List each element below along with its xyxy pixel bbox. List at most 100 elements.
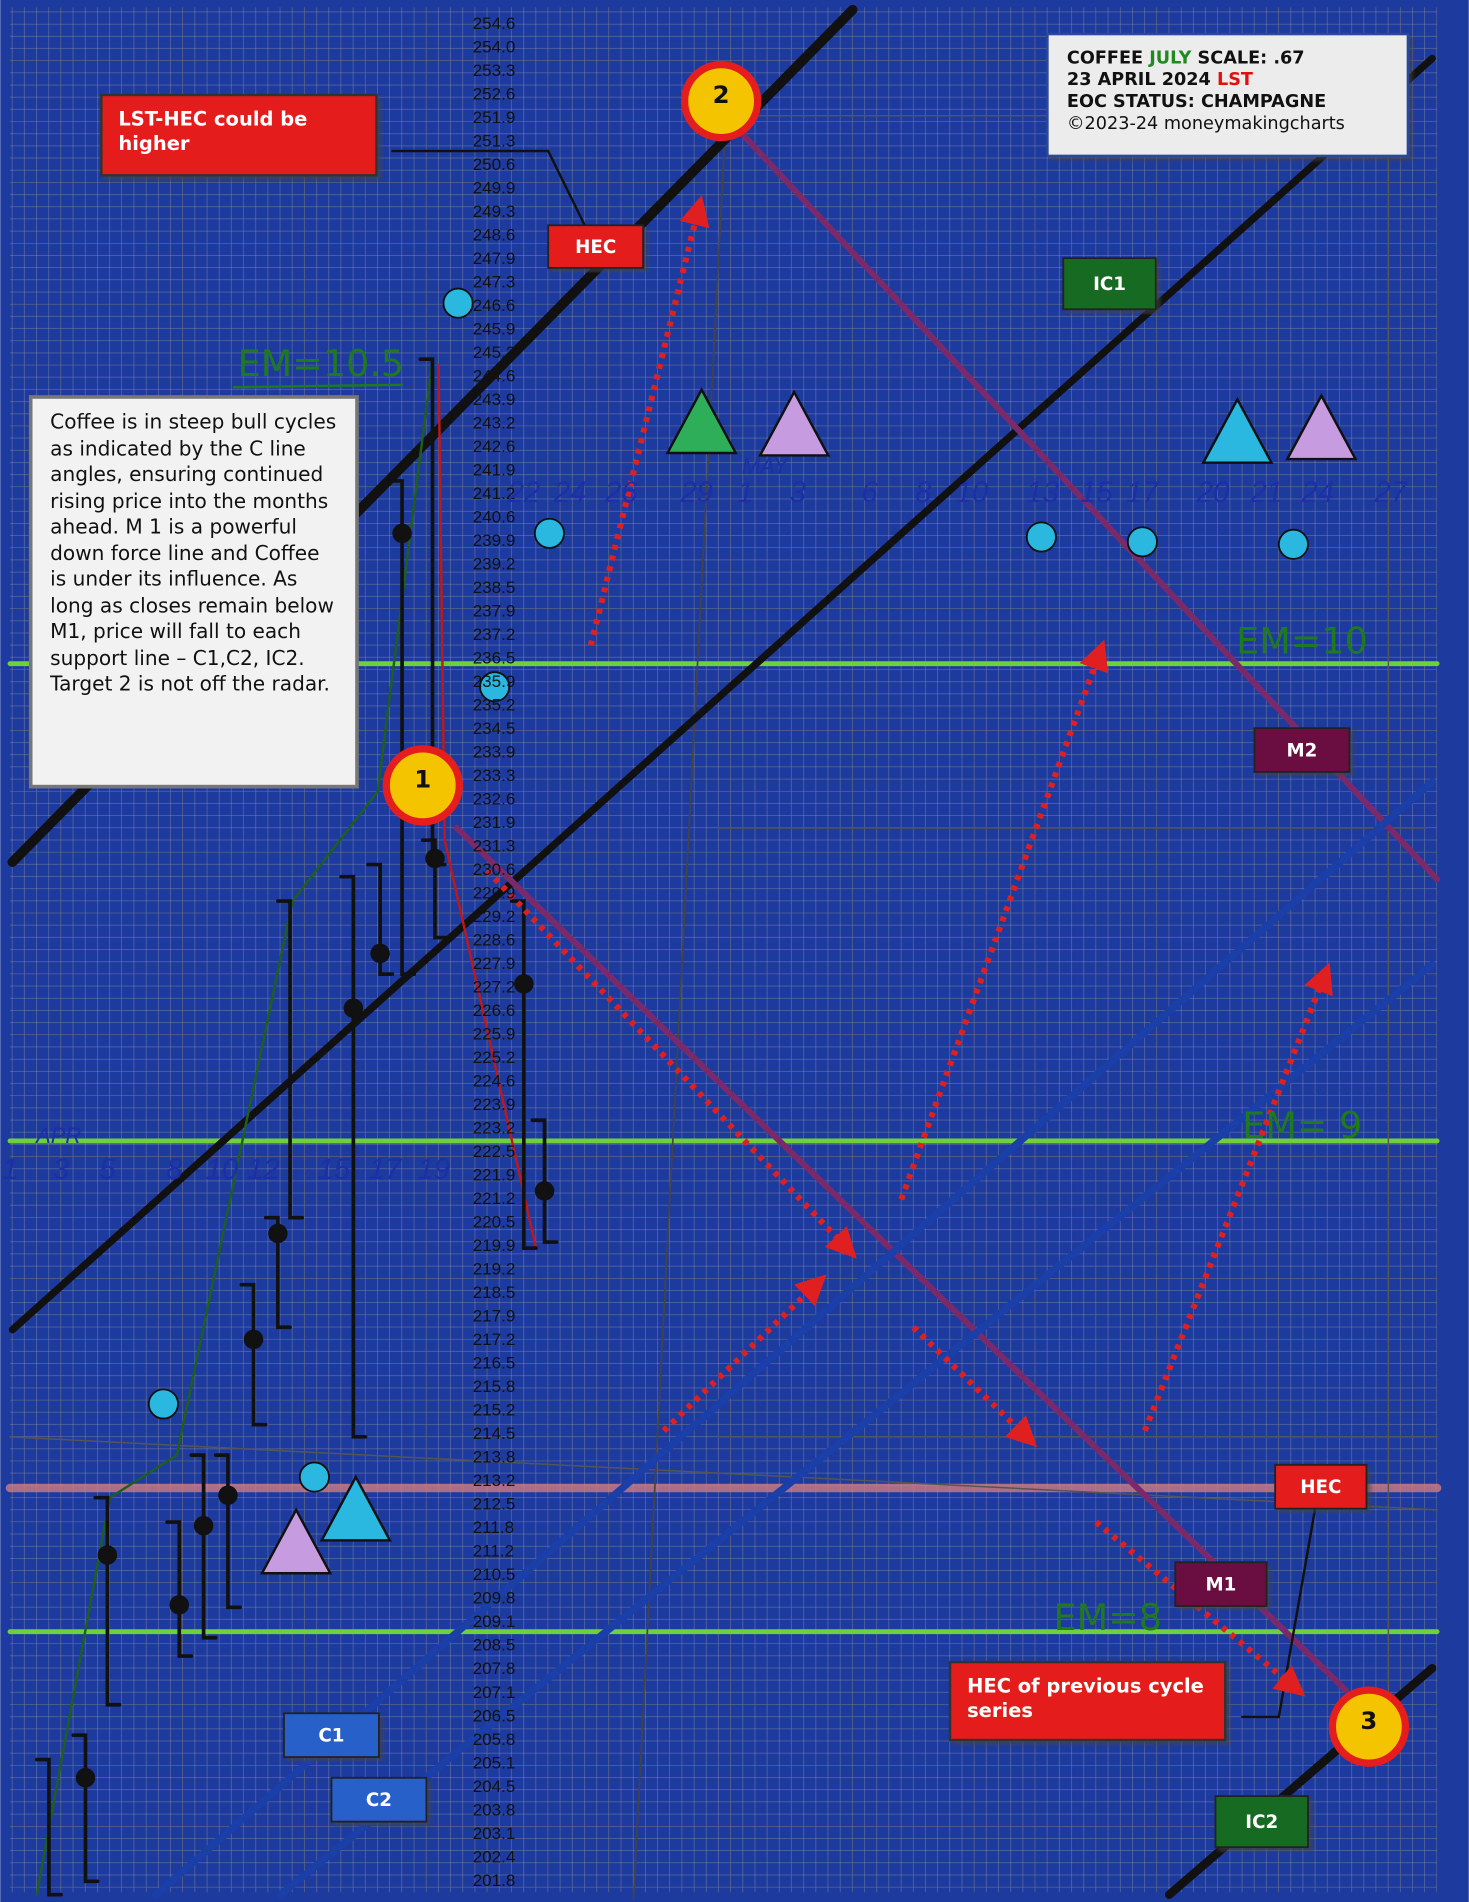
line-label-text: IC1 <box>1093 274 1126 295</box>
price-label: 251.3 <box>473 131 516 150</box>
callout-text: LST-HEC could be higher <box>101 95 376 175</box>
price-label: 235.2 <box>473 696 516 715</box>
close-dot <box>218 1486 237 1505</box>
callout-text: HEC of previous cycle series <box>950 1662 1225 1740</box>
price-label: 239.9 <box>473 531 516 550</box>
date-label: 15 <box>318 1154 351 1186</box>
date-label: 24 <box>553 477 587 509</box>
close-dot <box>344 998 363 1017</box>
target-label: 2 <box>713 80 730 109</box>
price-label: 208.5 <box>473 1636 516 1655</box>
price-label: 239.2 <box>473 554 516 573</box>
close-dot <box>170 1595 189 1614</box>
price-label: 231.3 <box>473 837 516 856</box>
price-label: 243.2 <box>473 413 516 432</box>
date-label: 13 <box>1026 477 1059 509</box>
price-label: 205.8 <box>473 1730 516 1749</box>
date-label: 27 <box>1374 477 1409 509</box>
price-label: 202.4 <box>473 1847 516 1866</box>
target-label: 1 <box>414 765 431 794</box>
price-label: 249.3 <box>473 202 516 221</box>
cycle-circle <box>535 519 564 548</box>
date-label: 22 <box>507 477 541 509</box>
date-label: 17 <box>1126 477 1160 509</box>
date-label: 17 <box>369 1154 403 1186</box>
date-label: 10 <box>956 477 989 509</box>
price-label: 230.6 <box>473 860 516 879</box>
date-label: 3 <box>790 477 806 509</box>
price-label: 221.2 <box>473 1189 516 1208</box>
month-label: MAY <box>742 453 789 478</box>
session: LST <box>1217 70 1253 90</box>
copyright: ©2023-24 moneymakingcharts <box>1067 114 1345 134</box>
date-label: 1 <box>2 1154 18 1186</box>
line-label-text: HEC <box>575 237 616 258</box>
price-label: 215.8 <box>473 1377 516 1396</box>
price-label: 240.6 <box>473 507 516 526</box>
date-label: 15 <box>1080 477 1113 509</box>
target-label: 3 <box>1360 1706 1377 1735</box>
price-label: 228.6 <box>473 931 516 950</box>
price-label: 227.9 <box>473 954 516 973</box>
price-label: 233.3 <box>473 766 516 785</box>
price-label: 217.2 <box>473 1330 516 1349</box>
date-label: 12 <box>247 1154 280 1186</box>
price-label: 216.5 <box>473 1354 516 1373</box>
note-text: Coffee is in steep bull cycles as indica… <box>31 397 357 787</box>
price-label: 250.6 <box>473 155 516 174</box>
price-label: 244.6 <box>473 366 516 385</box>
line-label-text: M1 <box>1206 1574 1237 1595</box>
price-label: 203.1 <box>473 1824 516 1843</box>
line-label-text: HEC <box>1300 1477 1341 1498</box>
date-label: 29 <box>679 477 713 509</box>
date-label: 26 <box>604 477 638 509</box>
price-label: 229.9 <box>473 884 516 903</box>
chart: 254.6254.0253.3252.6251.9251.3250.6249.9… <box>0 0 1469 1902</box>
price-label: 246.6 <box>473 296 516 315</box>
price-label: 221.9 <box>473 1166 516 1185</box>
commodity: COFFEE <box>1067 48 1143 68</box>
price-label: 236.5 <box>473 649 516 668</box>
price-label: 225.2 <box>473 1048 516 1067</box>
price-label: 229.2 <box>473 907 516 926</box>
callout-holder: HEC of previous cycle series <box>950 1662 1225 1740</box>
price-label: 219.9 <box>473 1236 516 1255</box>
price-label: 215.2 <box>473 1401 516 1420</box>
info-line: COFFEE JULY SCALE: .67 <box>1067 48 1305 68</box>
close-dot <box>425 849 444 868</box>
cycle-circle <box>300 1462 329 1491</box>
price-label: 247.3 <box>473 272 516 291</box>
price-label: 252.6 <box>473 84 516 103</box>
date-label: 24 <box>1301 477 1335 509</box>
price-label: 205.1 <box>473 1753 516 1772</box>
price-label: 243.9 <box>473 390 516 409</box>
em-label: EM=10.5 <box>238 342 404 385</box>
price-label: 235.9 <box>473 672 516 691</box>
close-dot <box>392 524 411 543</box>
price-label: 223.9 <box>473 1095 516 1114</box>
date-label: 19 <box>417 1154 450 1186</box>
close-dot <box>244 1330 263 1349</box>
line-label-text: IC2 <box>1245 1812 1278 1833</box>
date-label: 5 <box>99 1154 116 1186</box>
close-dot <box>268 1224 287 1243</box>
cycle-circle <box>1279 530 1308 559</box>
date-label: 6 <box>862 477 879 509</box>
price-label: 217.9 <box>473 1307 516 1326</box>
price-label: 231.9 <box>473 813 516 832</box>
price-label: 209.8 <box>473 1589 516 1608</box>
cycle-circle <box>1128 527 1157 556</box>
page: 254.6254.0253.3252.6251.9251.3250.6249.9… <box>0 0 1469 1902</box>
price-label: 232.6 <box>473 790 516 809</box>
price-label: 219.2 <box>473 1260 516 1279</box>
callout-holder: LST-HEC could be higher <box>101 95 376 175</box>
price-label: 220.5 <box>473 1213 516 1232</box>
close-dot <box>194 1516 213 1535</box>
line-label-text: C1 <box>318 1725 344 1746</box>
price-label: 233.9 <box>473 743 516 762</box>
price-label: 209.1 <box>473 1612 516 1631</box>
close-dot <box>98 1545 117 1564</box>
cycle-circle <box>443 289 472 318</box>
price-label: 218.5 <box>473 1283 516 1302</box>
price-label: 212.5 <box>473 1495 516 1514</box>
